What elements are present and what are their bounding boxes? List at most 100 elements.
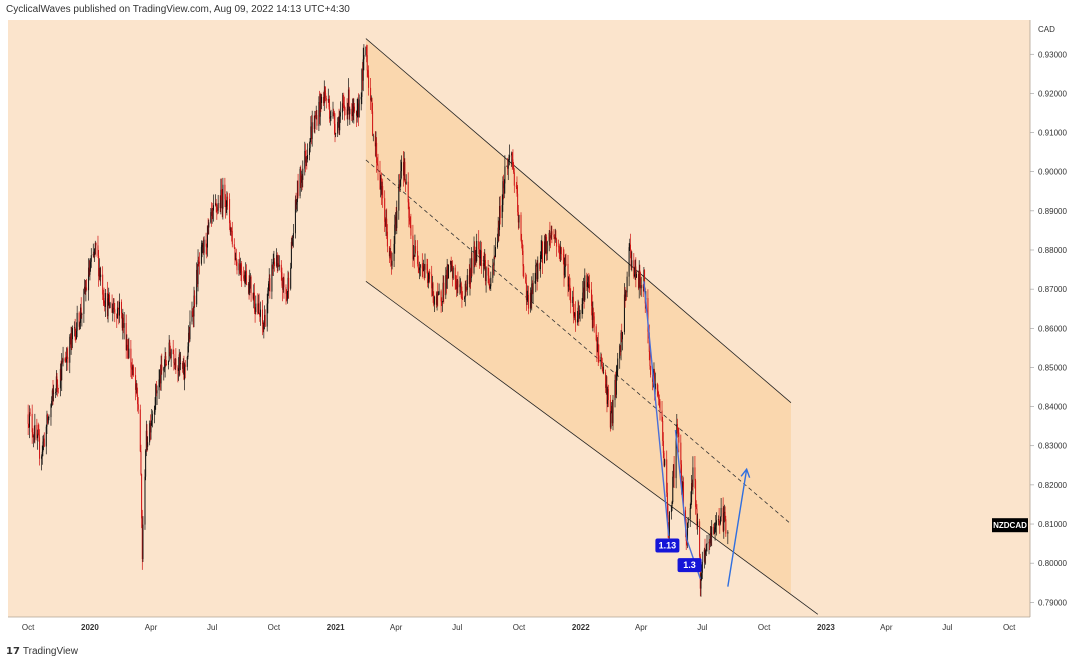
candle-body [292, 237, 294, 245]
candle-body [114, 309, 116, 314]
candle-body [173, 354, 175, 363]
fib-badge-bg [677, 558, 702, 573]
candle-body [568, 284, 570, 286]
candle-body [487, 267, 489, 276]
candle-body [193, 295, 195, 317]
candle-body [282, 285, 284, 290]
candle-body [506, 166, 508, 167]
candle-body [290, 267, 292, 289]
candle-body [692, 467, 694, 487]
x-tick-label: Oct [513, 623, 526, 632]
candle-body [163, 367, 165, 369]
candle-body [146, 430, 148, 447]
candle-body [550, 231, 552, 238]
candle-body [462, 299, 464, 300]
candle-body [97, 245, 99, 256]
candle-body [484, 260, 486, 266]
candle-body [466, 275, 468, 290]
y-tick-label: 0.88000 [1038, 246, 1067, 255]
candle-body [86, 287, 88, 291]
candle-body [149, 423, 151, 433]
candle-body [499, 205, 501, 231]
candle-body [142, 524, 144, 560]
candle-body [123, 322, 125, 328]
candle-body [210, 212, 212, 217]
candle-body [37, 433, 39, 435]
candle-body [601, 357, 603, 364]
candle-body [480, 250, 482, 266]
candle-body [145, 430, 147, 451]
candle-body [84, 286, 86, 289]
candle-body [79, 322, 81, 327]
candle-body [167, 360, 169, 365]
candle-body [253, 292, 255, 299]
candle-body [419, 267, 421, 271]
candle-body [48, 417, 50, 418]
candle-body [295, 199, 297, 205]
candle-body [606, 384, 608, 404]
candle-body [710, 532, 712, 536]
candle-body [175, 358, 177, 368]
candle-body [394, 224, 396, 244]
candle-body [108, 294, 110, 299]
candle-body [108, 294, 110, 309]
candle-body [122, 317, 124, 328]
candle-body [73, 327, 75, 329]
x-tick-label: Jul [207, 623, 217, 632]
candle-body [376, 142, 378, 163]
candle-body [531, 283, 533, 302]
candle-body [37, 433, 39, 439]
candle-body [522, 250, 524, 267]
candle-body [591, 289, 593, 306]
candle-body [76, 312, 78, 331]
candle-body [681, 484, 683, 490]
candle-body [365, 46, 367, 55]
candle-body [53, 393, 55, 394]
candle-body [33, 436, 35, 438]
candle-body [601, 363, 603, 367]
candle-body [456, 280, 458, 290]
candle-body [315, 115, 317, 117]
candle-body [474, 246, 476, 259]
candle-body [403, 161, 405, 176]
candle-body [395, 216, 397, 229]
x-tick-label: Apr [145, 623, 158, 632]
candle-body [200, 246, 202, 264]
candle-body [415, 246, 417, 252]
x-tick-label: 2021 [327, 623, 345, 632]
candle-body [165, 364, 167, 365]
candle-body [513, 172, 515, 186]
candle-body [680, 464, 682, 485]
candle-body [565, 263, 567, 265]
candle-body [614, 380, 616, 401]
tradingview-logo[interactable]: 𝟭𝟳 TradingView [6, 646, 78, 657]
candle-body [372, 111, 374, 136]
candle-body [208, 222, 210, 228]
wave-line [643, 281, 670, 536]
candle-body [92, 254, 94, 256]
candle-body [211, 209, 213, 217]
candle-body [461, 297, 463, 300]
candle-body [549, 232, 551, 238]
candle-body [112, 307, 114, 309]
candle-body [460, 283, 462, 285]
candle-body [473, 246, 475, 274]
candle-body [318, 101, 320, 126]
candle-body [530, 292, 532, 302]
candle-body [562, 254, 564, 255]
candle-body [300, 175, 302, 183]
candle-body [238, 263, 240, 271]
candle-body [700, 573, 702, 589]
candle-body [578, 307, 580, 315]
candle-body [418, 268, 420, 271]
candle-body [290, 241, 292, 268]
candle-body [147, 442, 149, 447]
candle-body [371, 98, 373, 112]
candle-body [470, 258, 472, 279]
candle-body [131, 369, 133, 371]
candle-body [570, 299, 572, 303]
candle-body [230, 228, 232, 232]
candle-body [478, 249, 480, 259]
candle-body [321, 96, 323, 103]
